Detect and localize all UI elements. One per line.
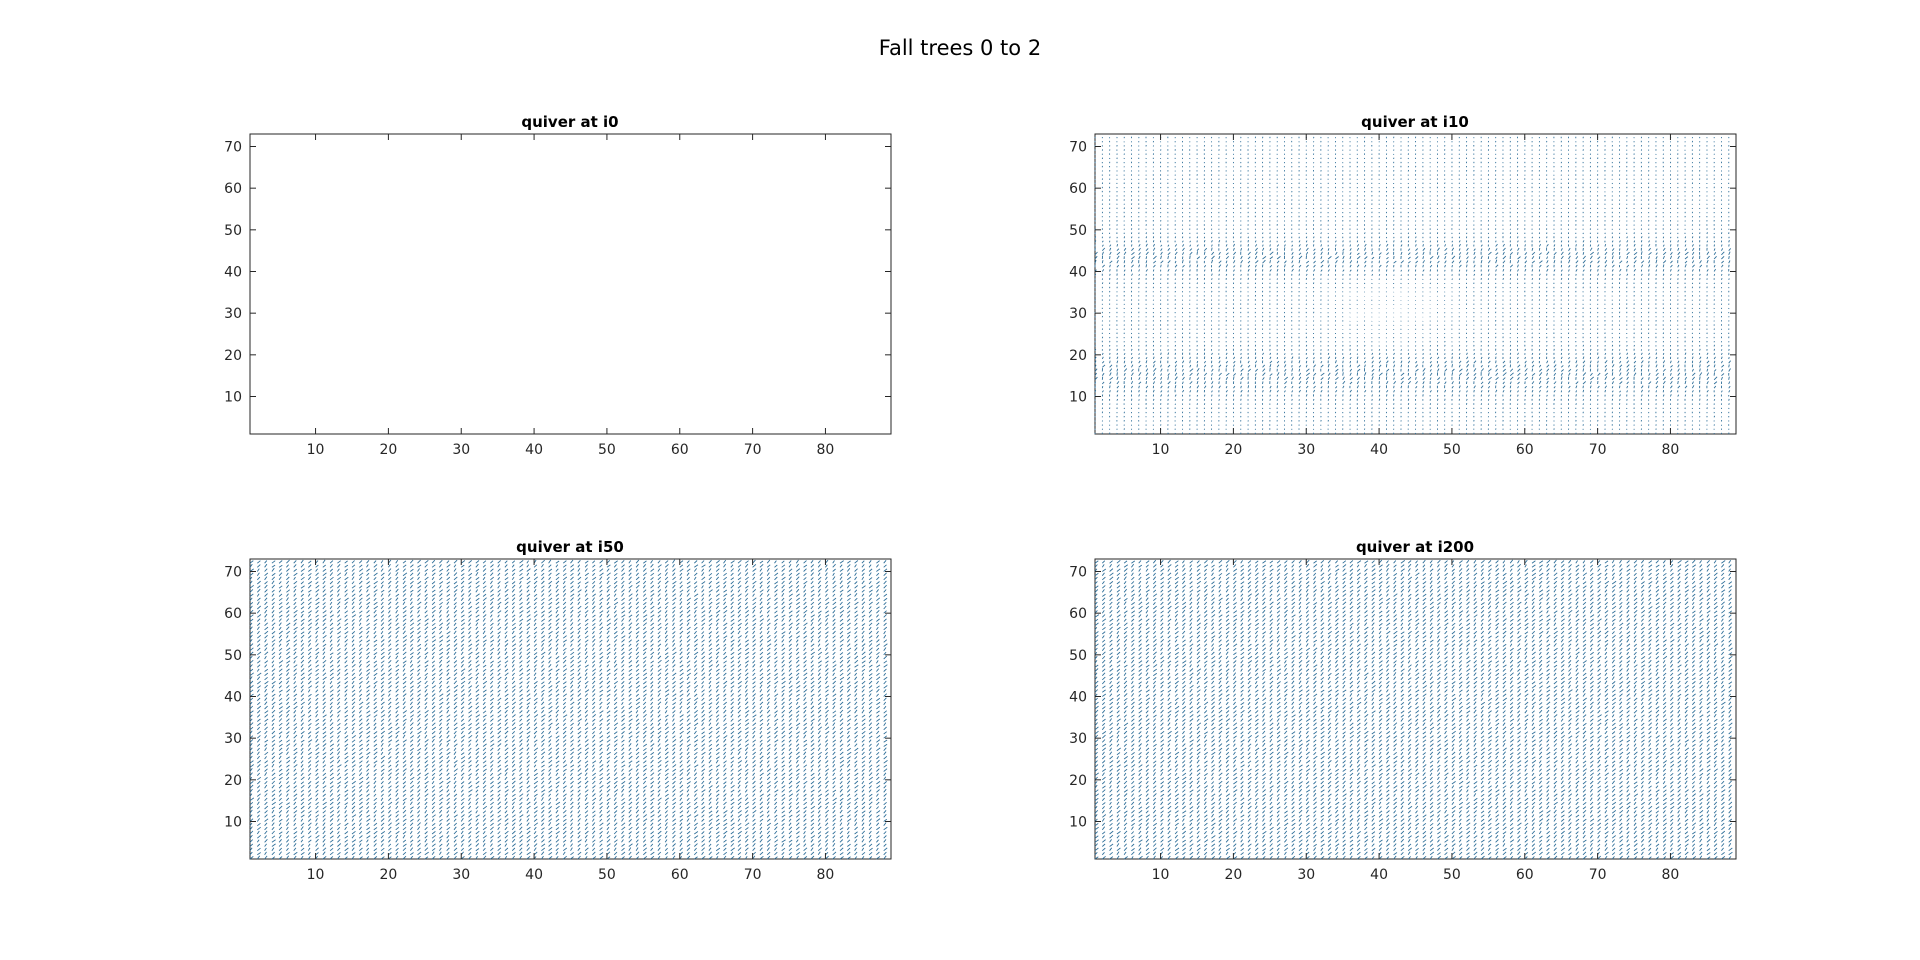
y-tick-label: 40 [1069,265,1087,281]
x-tick-label: 30 [1297,442,1315,458]
y-tick-label: 30 [1069,731,1087,747]
x-tick-label: 20 [379,867,397,883]
x-tick-label: 70 [1589,867,1607,883]
x-tick-label: 20 [1224,867,1242,883]
subplot-i0: quiver at i0 10 20 30 40 50 60 70 80 10 20 30 40 50 6… [224,113,892,458]
y-tick-label: 50 [224,648,242,664]
subplot-title: quiver at i10 [1361,113,1469,131]
figure-title: Fall trees 0 to 2 [879,36,1041,60]
y-tick-label: 20 [224,348,242,364]
y-tick-label: 20 [1069,773,1087,789]
y-tick-label: 70 [1069,140,1087,156]
x-tick-label: 30 [452,442,470,458]
quiver-arrows [249,559,888,860]
x-tick-label: 40 [1370,867,1388,883]
quiver-arrows [1094,559,1733,860]
subplot-i10: quiver at i10 10 20 30 40 50 60 70 80 10 20 30 40 50… [1069,113,1737,458]
axis-ticks: 10 20 30 40 50 60 70 80 10 20 30 40 50 60 70 [1069,559,1736,883]
y-tick-label: 50 [1069,648,1087,664]
x-tick-label: 30 [452,867,470,883]
x-tick-label: 20 [1224,442,1242,458]
quiver-vectors [249,559,888,860]
x-tick-label: 10 [1152,867,1170,883]
x-tick-label: 10 [307,442,325,458]
y-tick-label: 60 [1069,181,1087,197]
y-tick-label: 70 [224,565,242,581]
y-tick-label: 30 [1069,306,1087,322]
x-tick-label: 50 [1443,442,1461,458]
x-tick-label: 50 [598,442,616,458]
x-tick-label: 30 [1297,867,1315,883]
x-tick-label: 60 [1516,442,1534,458]
y-tick-label: 10 [1069,390,1087,406]
x-tick-label: 50 [598,867,616,883]
subplot-title: quiver at i200 [1356,538,1474,556]
x-tick-label: 60 [671,867,689,883]
x-tick-label: 40 [1370,442,1388,458]
x-tick-label: 40 [525,442,543,458]
x-tick-label: 70 [1589,442,1607,458]
quiver-vectors [1094,559,1733,860]
quiver-arrows [1094,136,1732,435]
y-tick-label: 10 [1069,815,1087,831]
y-tick-label: 20 [224,773,242,789]
x-tick-label: 80 [817,867,835,883]
y-tick-label: 40 [1069,690,1087,706]
y-tick-label: 60 [224,606,242,622]
axis-ticks: 10 20 30 40 50 60 70 80 10 20 30 40 50 60 70 [224,559,891,883]
x-tick-label: 80 [817,442,835,458]
x-tick-label: 70 [744,442,762,458]
x-tick-label: 10 [307,867,325,883]
y-tick-label: 40 [224,690,242,706]
y-tick-label: 40 [224,265,242,281]
x-tick-label: 80 [1662,442,1680,458]
x-tick-label: 50 [1443,867,1461,883]
subplot-i50: quiver at i50 10 20 30 40 50 60 70 80 10 20 30 40 50… [224,538,892,883]
subplot-title: quiver at i0 [521,113,618,131]
y-tick-label: 50 [224,223,242,239]
y-tick-label: 50 [1069,223,1087,239]
y-tick-label: 30 [224,731,242,747]
y-tick-label: 60 [1069,606,1087,622]
y-tick-label: 70 [224,140,242,156]
y-tick-label: 10 [224,815,242,831]
y-tick-label: 70 [1069,565,1087,581]
quiver-vectors [1094,136,1732,435]
y-tick-label: 60 [224,181,242,197]
x-tick-label: 40 [525,867,543,883]
y-tick-label: 10 [224,390,242,406]
y-tick-label: 30 [224,306,242,322]
axes-frame [249,133,892,435]
y-tick-label: 20 [1069,348,1087,364]
x-tick-label: 70 [744,867,762,883]
x-tick-label: 20 [379,442,397,458]
axis-ticks: 10 20 30 40 50 60 70 80 10 20 30 40 50 60 70 [1069,134,1736,458]
x-tick-label: 60 [671,442,689,458]
x-tick-label: 60 [1516,867,1534,883]
subplot-title: quiver at i50 [516,538,624,556]
x-tick-label: 80 [1662,867,1680,883]
subplot-i200: quiver at i200 10 20 30 40 50 60 70 80 10 20 30 40 5… [1069,538,1737,883]
axis-ticks: 10 20 30 40 50 60 70 80 10 20 30 40 50 60 70 [224,134,891,458]
x-tick-label: 10 [1152,442,1170,458]
